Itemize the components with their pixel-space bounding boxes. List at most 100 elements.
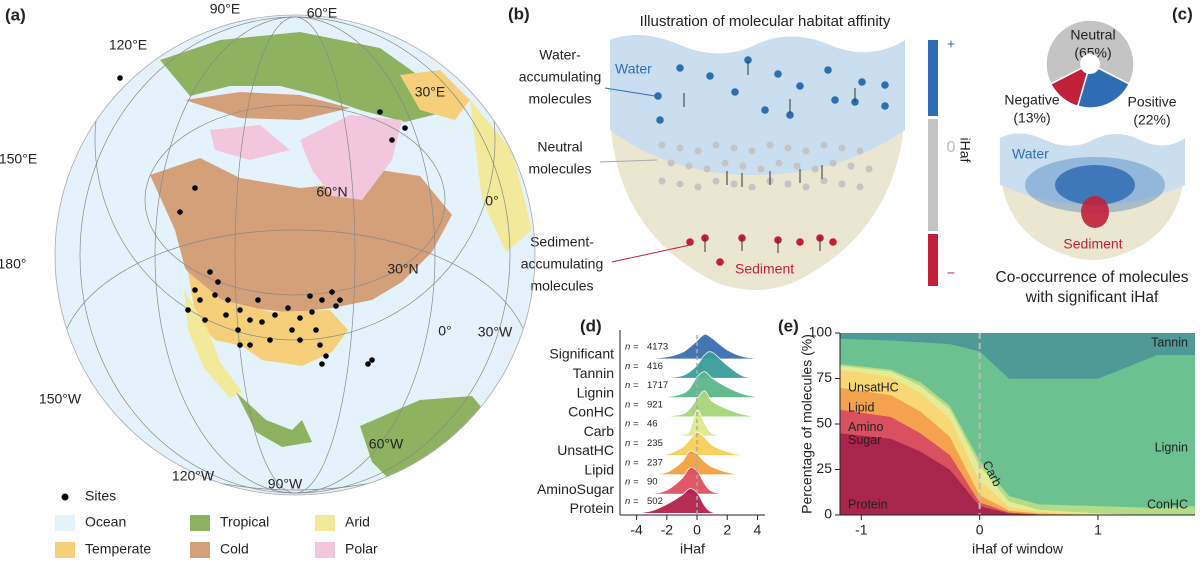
sediment-molecule xyxy=(686,238,694,246)
colorbar-positive xyxy=(928,40,938,116)
colorbar-neutral xyxy=(928,119,938,231)
land-region xyxy=(185,92,350,120)
neutral-molecule xyxy=(730,180,738,188)
site-dot xyxy=(185,307,191,313)
category-label: Carb xyxy=(584,423,615,439)
legend-label: Ocean xyxy=(85,514,126,530)
neutral-molecule xyxy=(748,147,756,155)
count-prefix: n = xyxy=(625,419,639,430)
site-dot xyxy=(297,337,303,343)
x-tick-label: 2 xyxy=(723,522,731,538)
graticule-label: 30°N xyxy=(387,261,418,277)
neutral-molecule xyxy=(775,159,783,167)
category-label: AminoSugar xyxy=(537,481,614,497)
site-dot xyxy=(225,297,231,303)
series-label: UnsatHC xyxy=(848,380,899,394)
y-tick-label: 100 xyxy=(809,324,833,340)
legend-swatch xyxy=(55,542,75,558)
y-tick-label: 50 xyxy=(816,415,832,431)
count-value: 921 xyxy=(647,399,663,410)
neutral-molecule xyxy=(703,165,711,173)
y-tick-label: 75 xyxy=(816,369,832,385)
leader-line xyxy=(611,244,691,263)
water-molecules-label: molecules xyxy=(528,91,591,107)
x-tick-label: -1 xyxy=(855,522,868,538)
category-label: Tannin xyxy=(573,365,614,381)
site-dot xyxy=(377,109,383,115)
count-prefix: n = xyxy=(625,457,639,468)
water-molecule xyxy=(656,116,664,124)
site-dot xyxy=(329,289,335,295)
legend-label: Arid xyxy=(345,514,370,530)
legend-swatch xyxy=(315,542,335,558)
site-dot xyxy=(235,327,241,333)
count-prefix: n = xyxy=(625,361,639,372)
x-axis-label: iHaf xyxy=(680,541,705,557)
land-region xyxy=(300,115,402,200)
site-dot xyxy=(369,357,375,363)
land-region xyxy=(236,392,312,447)
neutral-molecule xyxy=(766,141,774,149)
water-molecule xyxy=(881,81,889,89)
leader-line xyxy=(599,159,658,163)
site-dot xyxy=(333,303,339,309)
site-dot xyxy=(323,353,329,359)
water-molecule xyxy=(744,56,752,64)
graticule xyxy=(94,15,496,341)
neutral-molecule xyxy=(676,180,684,188)
site-dot xyxy=(237,307,243,313)
site-dot xyxy=(215,279,221,285)
pie-slice xyxy=(1049,62,1092,108)
x-tick-label: -2 xyxy=(661,522,674,538)
ridge xyxy=(636,409,758,437)
count-value: 4173 xyxy=(647,342,668,353)
colorbar-zero: 0 xyxy=(947,139,956,156)
legend-swatch xyxy=(190,515,210,531)
water-text: Water xyxy=(615,61,652,77)
site-dot xyxy=(267,337,273,343)
neutral-molecule xyxy=(856,183,864,191)
graticule-label: 120°W xyxy=(172,468,215,484)
neutral-molecule xyxy=(847,162,855,170)
site-dot xyxy=(192,185,198,191)
globe-map xyxy=(55,15,535,495)
site-dot xyxy=(317,342,323,348)
legend-swatch xyxy=(55,515,75,531)
site-dot xyxy=(319,361,325,367)
sediment-text: Sediment xyxy=(735,261,794,277)
neutral-molecules-label: Neutral xyxy=(537,139,582,155)
site-dot xyxy=(389,137,395,143)
colorbar-title: iHaf xyxy=(957,138,973,163)
x-tick-label: 1 xyxy=(1094,522,1102,538)
slice-value-label: (22%) xyxy=(1133,112,1170,128)
panel-label: (d) xyxy=(580,316,602,335)
water-text: Water xyxy=(1012,146,1049,162)
neutral-molecule xyxy=(838,144,846,152)
sediment-molecule xyxy=(829,238,837,246)
graticule-label: 90°W xyxy=(268,476,303,492)
y-axis-label: Percentage of molecules (%) xyxy=(799,334,815,514)
molecule-dots xyxy=(654,56,889,266)
land-region xyxy=(210,125,290,160)
y-tick-label: 0 xyxy=(824,506,832,522)
pie-hole xyxy=(1080,54,1100,74)
site-dot xyxy=(247,317,253,323)
count-prefix: n = xyxy=(625,380,639,391)
site-dot xyxy=(197,297,203,303)
count-value: 416 xyxy=(647,361,663,372)
count-value: 90 xyxy=(647,477,658,488)
landmasses xyxy=(59,15,532,494)
graticule-label: 60°N xyxy=(316,184,347,200)
neutral-molecule xyxy=(829,159,837,167)
category-label: Significant xyxy=(549,346,614,362)
neutral-molecule xyxy=(712,177,720,185)
count-value: 1717 xyxy=(647,380,668,391)
colorbar-negative xyxy=(928,234,938,286)
water-molecules-label: accumulating xyxy=(519,69,602,85)
site-dot xyxy=(177,209,183,215)
site-dot xyxy=(309,309,315,315)
graticule-label: 90°E xyxy=(210,1,241,17)
count-value: 502 xyxy=(647,496,663,507)
land-region xyxy=(160,32,445,122)
water-molecule xyxy=(831,96,839,104)
